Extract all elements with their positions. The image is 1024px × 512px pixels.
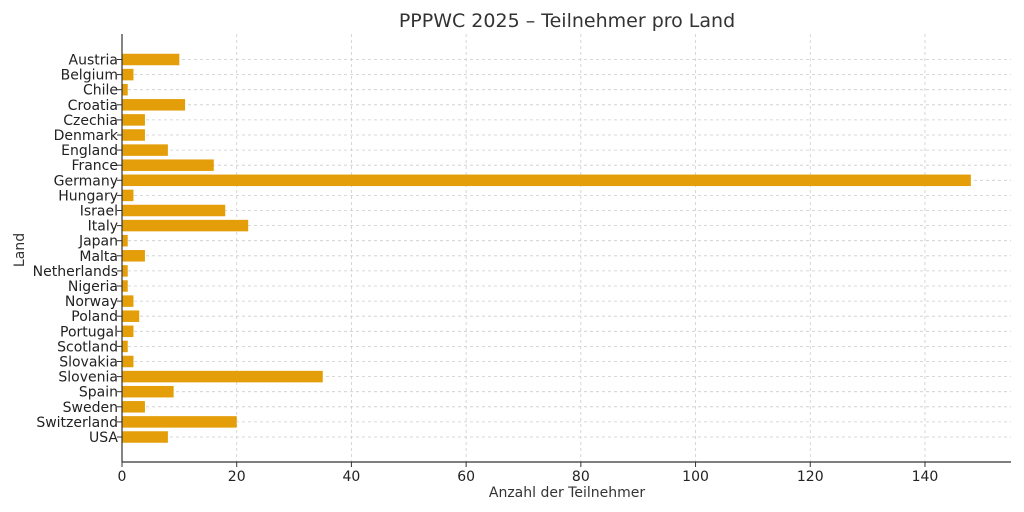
y-tick-label-sweden: Sweden bbox=[63, 400, 118, 416]
y-tick-label-slovenia: Slovenia bbox=[58, 370, 118, 386]
x-tick-label: 0 bbox=[118, 469, 127, 485]
x-tick-label: 60 bbox=[457, 469, 475, 485]
y-tick-label-france: France bbox=[71, 158, 118, 174]
bar-portugal bbox=[122, 325, 134, 338]
bar-slovenia bbox=[122, 370, 323, 383]
y-tick-label-scotland: Scotland bbox=[57, 339, 118, 355]
bars-layer bbox=[122, 53, 971, 443]
bar-slovakia bbox=[122, 355, 134, 368]
x-tick-label: 100 bbox=[682, 469, 709, 485]
y-tick-label-slovakia: Slovakia bbox=[59, 355, 118, 371]
bar-italy bbox=[122, 219, 249, 232]
y-tick-label-germany: Germany bbox=[54, 173, 118, 189]
axes-layer bbox=[121, 34, 1011, 463]
y-tick-label-chile: Chile bbox=[83, 83, 118, 99]
bar-netherlands bbox=[122, 265, 128, 277]
bar-nigeria bbox=[122, 280, 128, 292]
y-tick-label-japan: Japan bbox=[78, 234, 118, 250]
grid-layer bbox=[121, 34, 1011, 462]
x-tick-label: 20 bbox=[228, 469, 246, 485]
bar-poland bbox=[122, 310, 140, 322]
y-tick-label-israel: Israel bbox=[80, 204, 118, 220]
y-tick-label-hungary: Hungary bbox=[58, 188, 118, 204]
y-tick-label-norway: Norway bbox=[65, 294, 118, 310]
x-tick-label: 140 bbox=[912, 469, 939, 485]
bar-chile bbox=[122, 83, 128, 96]
y-tick-label-netherlands: Netherlands bbox=[33, 264, 118, 280]
bar-sweden bbox=[122, 401, 145, 413]
bar-switzerland bbox=[122, 416, 237, 428]
bar-norway bbox=[122, 295, 134, 307]
bar-germany bbox=[122, 174, 971, 187]
y-axis-label: Land bbox=[12, 233, 28, 267]
y-tick-label-denmark: Denmark bbox=[54, 128, 119, 144]
y-tick-label-italy: Italy bbox=[88, 219, 118, 235]
y-tick-label-croatia: Croatia bbox=[68, 98, 118, 114]
y-tick-label-spain: Spain bbox=[79, 385, 118, 401]
x-tick-label: 120 bbox=[797, 469, 824, 485]
bar-japan bbox=[122, 234, 128, 247]
bar-malta bbox=[122, 250, 145, 262]
bar-austria bbox=[122, 53, 180, 66]
y-tick-label-england: England bbox=[61, 143, 118, 159]
x-tick-label: 40 bbox=[343, 469, 361, 485]
x-axis-label: Anzahl der Teilnehmer bbox=[489, 485, 645, 501]
y-tick-label-switzerland: Switzerland bbox=[36, 415, 118, 431]
bar-england bbox=[122, 144, 168, 156]
bar-scotland bbox=[122, 340, 128, 353]
y-tick-label-belgium: Belgium bbox=[61, 68, 118, 84]
bar-spain bbox=[122, 385, 174, 398]
y-tick-label-malta: Malta bbox=[79, 249, 118, 265]
y-tick-label-austria: Austria bbox=[69, 53, 118, 69]
y-tick-label-portugal: Portugal bbox=[60, 324, 118, 340]
bar-hungary bbox=[122, 189, 134, 202]
bar-denmark bbox=[122, 129, 145, 141]
y-tick-label-nigeria: Nigeria bbox=[68, 279, 118, 295]
y-tick-label-poland: Poland bbox=[71, 309, 118, 325]
y-tick-label-usa: USA bbox=[89, 430, 118, 446]
ticks-layer: 0 20 40 60 80 100 120 140 AustriaBelgiumChileCro… bbox=[33, 53, 939, 486]
bar-czechia bbox=[122, 114, 145, 126]
chart-title: PPPWC 2025 – Teilnehmer pro Land bbox=[399, 10, 735, 32]
bar-croatia bbox=[122, 99, 186, 111]
x-tick-label: 80 bbox=[572, 469, 590, 485]
bar-france bbox=[122, 159, 214, 171]
bar-israel bbox=[122, 204, 226, 217]
bar-usa bbox=[122, 431, 168, 443]
y-tick-label-czechia: Czechia bbox=[63, 113, 118, 129]
bar-belgium bbox=[122, 68, 134, 81]
